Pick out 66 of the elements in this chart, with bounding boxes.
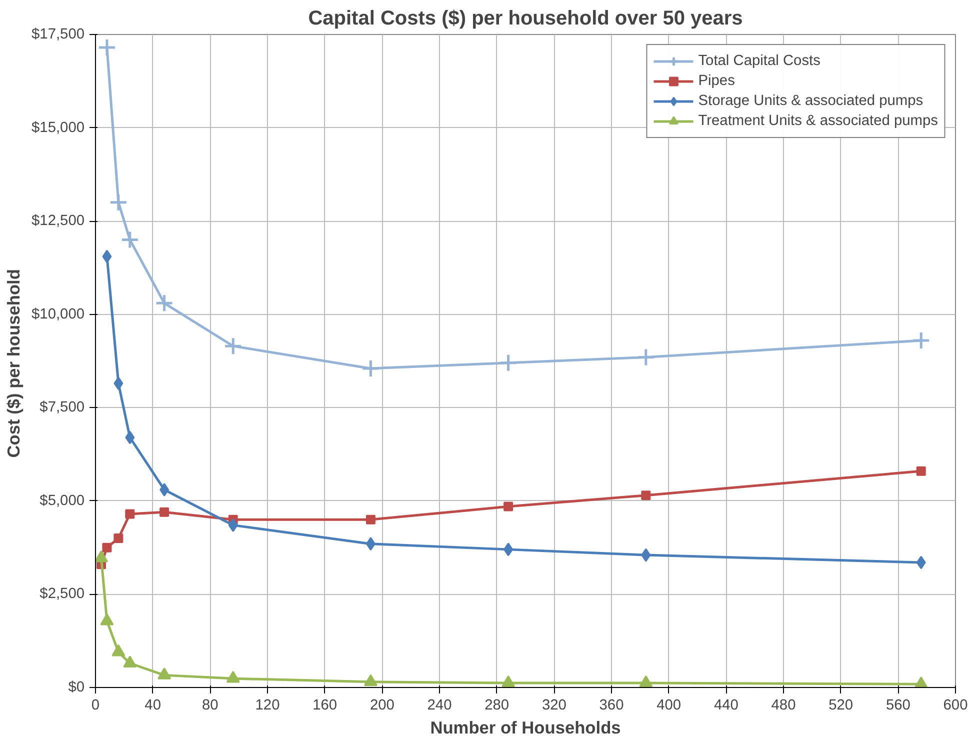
y-tick-label: $10,000 <box>32 306 85 322</box>
x-tick-label: 400 <box>656 698 682 714</box>
point <box>636 348 656 367</box>
chart-title: Capital Costs ($) per household over 50 years <box>308 8 743 30</box>
x-tick-label: 360 <box>599 698 624 714</box>
y-tick-label: $2,500 <box>40 586 84 602</box>
y-axis-title: Cost ($) per household <box>4 269 24 458</box>
x-tick-label: 200 <box>370 698 394 714</box>
point <box>916 466 926 476</box>
point <box>100 613 114 626</box>
x-tick-label: 560 <box>886 698 910 714</box>
point <box>123 656 137 668</box>
point <box>641 490 651 500</box>
point <box>109 193 128 212</box>
x-tick-label: 440 <box>714 698 738 714</box>
point <box>364 674 378 686</box>
point <box>366 537 376 551</box>
x-tick-label: 160 <box>312 698 338 714</box>
x-tick-label: 480 <box>771 698 796 714</box>
point <box>499 354 518 372</box>
y-tick-label: $7,500 <box>40 400 84 416</box>
point <box>361 359 380 378</box>
x-tick-label: 240 <box>427 698 452 714</box>
point <box>228 518 238 532</box>
x-tick-label: 0 <box>91 698 100 714</box>
point <box>96 550 108 562</box>
point <box>114 533 124 543</box>
x-tick-label: 40 <box>144 698 161 714</box>
point <box>125 430 135 444</box>
y-tick-label: $12,500 <box>32 213 85 230</box>
x-tick-label: 80 <box>202 698 218 714</box>
point <box>160 482 170 496</box>
point <box>125 509 135 519</box>
point <box>912 331 930 350</box>
point <box>639 675 653 688</box>
x-tick-label: 320 <box>542 698 566 714</box>
point <box>160 507 170 517</box>
point <box>502 675 516 688</box>
point <box>366 514 376 524</box>
legend-label: Pipes <box>698 73 735 89</box>
point <box>641 548 651 562</box>
x-tick-label: 120 <box>255 698 280 714</box>
point <box>916 556 926 570</box>
point <box>226 670 240 683</box>
point <box>112 644 126 656</box>
x-tick-label: 520 <box>828 698 854 714</box>
legend-label: Treatment Units & associated pumps <box>698 113 938 129</box>
point <box>158 668 172 680</box>
x-tick-label: 280 <box>484 698 510 714</box>
point <box>504 502 514 512</box>
point <box>504 542 514 556</box>
y-tick-label: $0 <box>68 680 85 696</box>
y-tick-label: $5,000 <box>40 492 84 509</box>
point <box>155 294 174 312</box>
x-axis-title: Number of Households <box>430 718 621 738</box>
point <box>102 542 112 552</box>
x-tick-label: 600 <box>943 698 968 714</box>
point <box>224 336 242 356</box>
point <box>114 376 124 390</box>
point <box>102 250 112 264</box>
legend-label: Storage Units & associated pumps <box>698 93 924 109</box>
legend-label: Total Capital Costs <box>698 53 820 69</box>
point <box>120 230 140 249</box>
y-tick-label: $17,500 <box>32 26 85 42</box>
y-tick-label: $15,000 <box>32 120 85 136</box>
point <box>98 38 116 57</box>
